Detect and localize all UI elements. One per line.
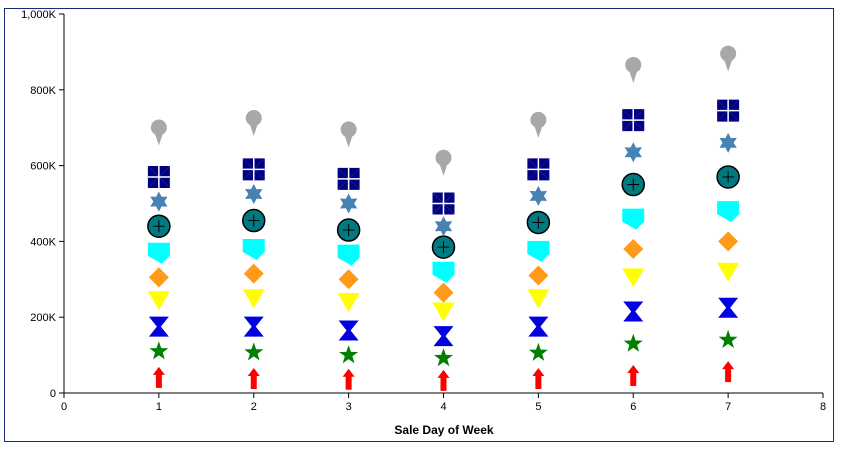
hexagram-marker: [340, 193, 358, 214]
star-marker: [434, 348, 453, 367]
arrow-marker: [722, 361, 735, 383]
circle-plus-marker: [242, 208, 266, 233]
triangle-down-marker: [242, 289, 265, 309]
pin-marker: [245, 110, 262, 137]
circle-plus-marker: [147, 214, 171, 238]
circle-plus-marker: [526, 210, 551, 235]
pin-marker: [340, 121, 357, 148]
arrow-marker: [247, 367, 260, 389]
pin-marker: [720, 45, 737, 72]
pin-marker: [625, 56, 642, 83]
hourglass-series: [148, 297, 739, 347]
star-marker: [244, 342, 264, 361]
hourglass-marker: [243, 316, 264, 337]
star-series: [149, 329, 738, 367]
star-marker: [623, 333, 643, 352]
pinwheel-marker: [242, 158, 265, 181]
pentagon-marker: [622, 208, 645, 230]
y-tick-label: 800K: [30, 85, 56, 97]
y-tick-label: 1,000K: [21, 9, 57, 21]
circle-plus-marker: [716, 165, 740, 189]
pinwheel-series: [147, 99, 740, 215]
x-tick-label: 4: [440, 401, 446, 413]
hexagram-marker: [624, 142, 642, 163]
y-tick-label: 200K: [30, 312, 56, 324]
hexagram-series: [150, 132, 737, 237]
triangle-down-marker: [147, 291, 170, 311]
triangle-down-marker: [717, 262, 740, 282]
triangle-down-marker: [527, 289, 550, 309]
pinwheel-marker: [622, 109, 645, 132]
triangle-down-marker: [432, 302, 455, 322]
y-tick-label: 0: [50, 388, 56, 400]
triangle-down-marker: [337, 293, 360, 313]
diamond-marker: [623, 238, 644, 259]
star-marker: [528, 342, 548, 361]
diamond-marker: [718, 231, 739, 252]
arrow-marker: [532, 367, 545, 389]
x-tick-label: 5: [535, 401, 541, 413]
hexagram-marker: [434, 216, 453, 237]
hexagram-marker: [245, 184, 263, 204]
hourglass-marker: [148, 316, 169, 337]
circle-plus-marker: [431, 235, 456, 259]
y-tick-label: 600K: [30, 161, 56, 173]
pin-marker: [150, 119, 167, 146]
arrow-marker: [437, 369, 450, 391]
hourglass-marker: [433, 326, 454, 347]
pin-marker: [435, 149, 452, 176]
hourglass-marker: [528, 316, 549, 337]
arrow-marker: [627, 364, 640, 386]
x-tick-label: 1: [156, 401, 162, 413]
x-axis-title: Sale Day of Week: [394, 423, 493, 437]
star-marker: [149, 341, 169, 360]
chart-frame: [4, 8, 834, 442]
pinwheel-marker: [432, 192, 455, 215]
x-tick-label: 3: [346, 401, 352, 413]
triangle-down-series: [147, 262, 740, 322]
hourglass-marker: [338, 320, 359, 341]
pin-series: [150, 45, 737, 176]
pentagon-series: [147, 201, 740, 283]
pinwheel-marker: [717, 99, 740, 122]
pentagon-marker: [432, 261, 455, 283]
diamond-marker: [338, 269, 359, 290]
diamond-series: [148, 231, 739, 303]
circle-plus-marker: [621, 172, 645, 197]
triangle-down-marker: [622, 268, 645, 288]
circle-plus-marker: [336, 218, 361, 242]
x-tick-label: 8: [820, 401, 826, 413]
arrow-marker: [152, 366, 165, 388]
star-marker: [339, 345, 359, 364]
diamond-marker: [433, 282, 454, 303]
circle-plus-series: [147, 165, 740, 259]
x-tick-label: 7: [725, 401, 731, 413]
x-tick-label: 6: [630, 401, 636, 413]
y-tick-label: 400K: [30, 236, 56, 248]
pentagon-marker: [717, 201, 740, 223]
pin-marker: [530, 111, 547, 138]
pinwheel-marker: [337, 167, 360, 190]
x-tick-label: 0: [61, 401, 67, 413]
pinwheel-marker: [527, 158, 550, 181]
hexagram-marker: [719, 132, 737, 153]
pentagon-marker: [147, 242, 170, 264]
hourglass-marker: [623, 301, 644, 322]
hexagram-marker: [529, 185, 547, 206]
hourglass-marker: [718, 297, 739, 318]
arrow-marker: [342, 368, 355, 390]
pentagon-marker: [337, 244, 360, 266]
pentagon-marker: [527, 240, 550, 262]
star-marker: [718, 329, 738, 348]
pinwheel-marker: [147, 165, 170, 188]
diamond-marker: [148, 267, 169, 288]
pentagon-marker: [242, 238, 265, 260]
x-tick-label: 2: [251, 401, 257, 413]
diamond-marker: [243, 263, 264, 284]
arrow-series: [152, 361, 735, 391]
hexagram-marker: [150, 191, 168, 212]
diamond-marker: [528, 265, 549, 286]
